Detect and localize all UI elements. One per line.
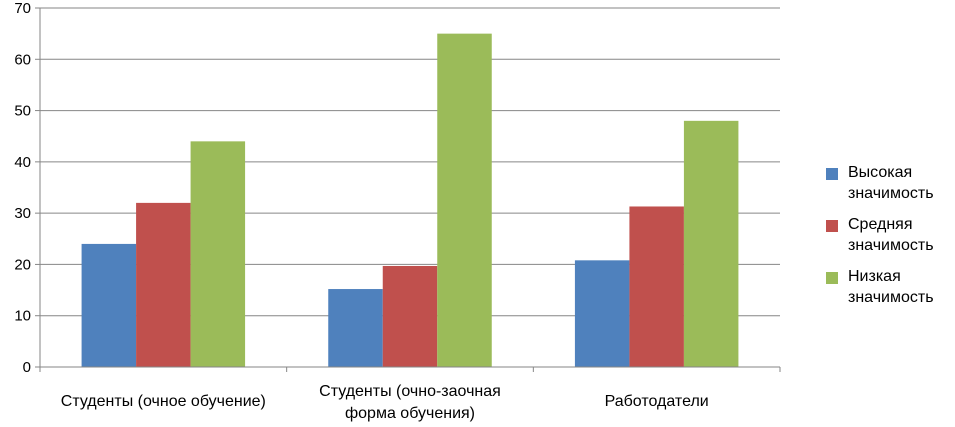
legend-item-medium: Средняя значимость	[826, 214, 954, 256]
y-axis-ticks: 0 10 20 30 40 50 60 70	[14, 0, 40, 376]
y-tick-label: 50	[14, 103, 31, 120]
bar	[136, 202, 191, 367]
y-tick-label: 0	[23, 359, 31, 376]
bar	[81, 243, 137, 367]
x-category-label-line: форма обучения)	[345, 405, 475, 422]
y-tick-label: 40	[14, 154, 31, 171]
legend-item-low: Низкая значимость	[826, 266, 954, 308]
bar	[190, 141, 246, 367]
legend-label-medium: Средняя значимость	[848, 216, 934, 254]
y-tick-label: 60	[14, 51, 31, 68]
legend-swatch-high	[826, 168, 838, 180]
bar	[574, 260, 630, 367]
legend-swatch-medium	[826, 220, 838, 232]
legend-label-low: Низкая значимость	[848, 268, 934, 306]
legend-item-high: Высокая значимость	[826, 162, 954, 204]
bars	[81, 33, 739, 368]
bar	[382, 265, 438, 367]
bar	[328, 289, 383, 367]
bar	[683, 120, 739, 367]
y-tick-label: 30	[14, 205, 31, 222]
y-tick-label: 10	[14, 308, 31, 325]
x-category-label-line: Студенты (очно-заочная	[319, 383, 501, 400]
legend-swatch-low	[826, 272, 838, 284]
x-category-label: Работодатели	[605, 393, 709, 410]
x-category-label: Студенты (очное обучение)	[61, 393, 266, 410]
bar	[437, 33, 492, 368]
x-category-label: Студенты (очно-заочная форма обучения)	[319, 383, 501, 422]
bar	[629, 206, 684, 367]
y-tick-label: 20	[14, 256, 31, 273]
legend-label-high: Высокая значимость	[848, 164, 934, 202]
x-category-label-line: Работодатели	[605, 393, 709, 410]
y-tick-label: 70	[14, 0, 31, 17]
legend: Высокая значимость Средняя значимость Ни…	[826, 162, 954, 318]
x-category-label-line: Студенты (очное обучение)	[61, 393, 266, 410]
axes	[39, 8, 781, 372]
category-labels: Студенты (очное обучение) Студенты (очно-…	[61, 383, 709, 422]
